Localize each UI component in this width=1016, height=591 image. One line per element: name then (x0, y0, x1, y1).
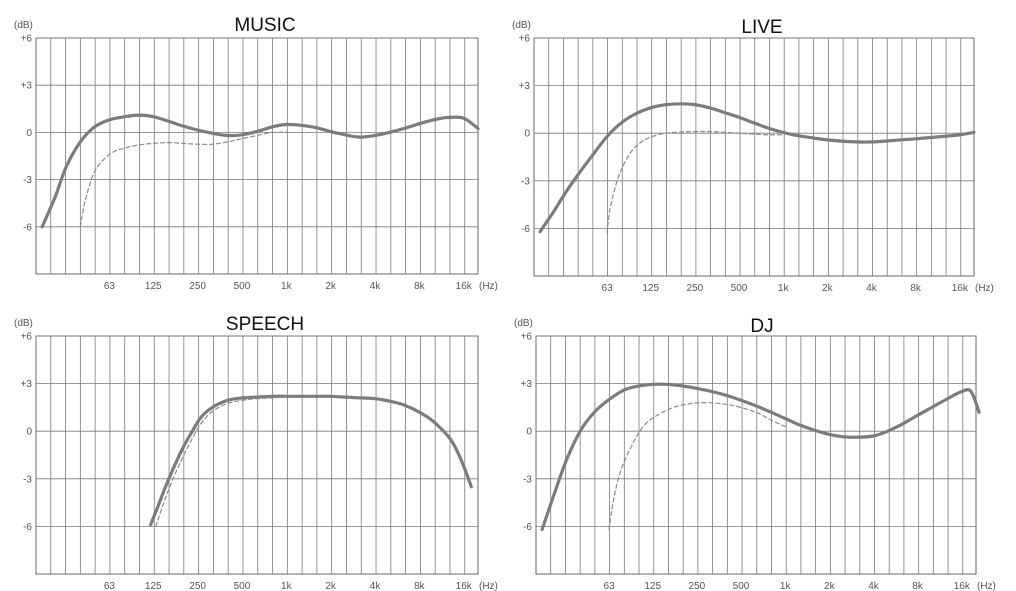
series-line-solid (149, 394, 473, 527)
x-tick-label: 16k (456, 581, 473, 591)
x-tick-label: 2k (824, 581, 836, 591)
x-tick-label: 4k (370, 581, 382, 591)
x-tick-label: 500 (234, 581, 251, 591)
plot-frame (35, 37, 479, 275)
y-tick-label: -6 (523, 522, 532, 533)
y-tick-label: -6 (521, 224, 530, 235)
x-tick-label: 250 (189, 581, 206, 591)
y-tick-label: -6 (23, 522, 32, 533)
y-axis-label: (dB) (14, 318, 33, 329)
y-tick-label: -6 (23, 222, 32, 233)
x-axis-unit: (Hz) (975, 283, 994, 294)
x-axis-unit: (Hz) (977, 581, 996, 591)
x-tick-label: 2k (325, 581, 337, 591)
x-tick-label: 63 (104, 281, 116, 292)
y-tick-label: +3 (519, 81, 531, 92)
y-tick-label: -3 (23, 175, 32, 186)
x-tick-label: 125 (644, 581, 661, 591)
plot-frame (35, 335, 479, 575)
series-line-dashed (79, 131, 287, 228)
x-tick-label: 4k (868, 581, 880, 591)
x-tick-label: 500 (234, 281, 251, 292)
y-tick-label: 0 (524, 129, 530, 140)
chart-live: LIVE (dB) +6 +3 0 -3 -6 63 125 250 500 1k 2k 4k 8k 16k (… (512, 17, 994, 294)
y-tick-label: 0 (26, 128, 32, 139)
x-tick-label: 4k (866, 283, 878, 294)
x-tick-label: 16k (456, 281, 473, 292)
y-tick-label: 0 (526, 427, 532, 438)
x-tick-label: 8k (414, 581, 426, 591)
x-tick-label: 2k (325, 281, 337, 292)
chart-title: DJ (750, 316, 773, 337)
series-line-dashed (608, 402, 786, 531)
chart-music: MUSIC (dB) +6 +3 0 -3 -6 63 125 250 500 1k 2k 4k 8k 16k… (14, 15, 498, 292)
y-tick-label: -3 (23, 474, 32, 485)
x-tick-label: 4k (370, 281, 382, 292)
x-tick-label: 1k (780, 581, 792, 591)
series-line-solid (40, 113, 480, 229)
y-tick-label: +3 (521, 379, 533, 390)
x-axis-unit: (Hz) (479, 281, 498, 292)
x-tick-label: 125 (145, 581, 162, 591)
x-tick-label: 1k (778, 283, 790, 294)
x-tick-label: 63 (604, 581, 616, 591)
y-axis-label: (dB) (14, 20, 33, 31)
chart-dj: DJ (dB) +6 +3 0 -3 -6 63 125 250 500 1k 2k 4k 8k 16k (Hz… (514, 316, 996, 591)
x-tick-label: 125 (145, 281, 162, 292)
y-tick-label: -3 (521, 176, 530, 187)
y-tick-label: +3 (21, 81, 33, 92)
plot-frame (535, 335, 977, 575)
chart-speech: SPEECH (dB) +6 +3 0 -3 -6 63 125 250 500 1k 2k 4k 8k 16… (14, 314, 498, 591)
x-tick-label: 500 (731, 283, 748, 294)
x-tick-label: 8k (414, 281, 426, 292)
y-tick-label: +6 (21, 332, 33, 343)
chart-title: SPEECH (226, 314, 304, 335)
x-tick-label: 1k (281, 281, 293, 292)
plot-frame (533, 37, 975, 277)
x-tick-label: 8k (912, 581, 924, 591)
y-tick-label: +3 (21, 379, 33, 390)
y-axis-label: (dB) (512, 20, 531, 31)
series-line-solid (540, 382, 981, 532)
chart-title: MUSIC (234, 15, 295, 36)
x-tick-label: 16k (952, 283, 969, 294)
chart-title: LIVE (741, 17, 782, 38)
x-tick-label: 125 (642, 283, 659, 294)
y-tick-label: -3 (523, 474, 532, 485)
series-line-solid (538, 102, 976, 234)
y-axis-label: (dB) (514, 318, 533, 329)
series-line-dashed (155, 396, 287, 527)
y-tick-label: 0 (26, 427, 32, 438)
x-tick-label: 500 (733, 581, 750, 591)
y-tick-label: +6 (21, 34, 33, 45)
x-tick-label: 8k (910, 283, 922, 294)
x-tick-label: 250 (189, 281, 206, 292)
x-tick-label: 250 (689, 581, 706, 591)
x-tick-label: 2k (822, 283, 834, 294)
x-axis-unit: (Hz) (479, 581, 498, 591)
x-tick-label: 63 (104, 581, 116, 591)
x-tick-label: 250 (687, 283, 704, 294)
y-tick-label: +6 (521, 332, 533, 343)
series-line-dashed (606, 130, 784, 234)
y-tick-label: +6 (519, 34, 531, 45)
x-tick-label: 63 (602, 283, 614, 294)
x-tick-label: 1k (281, 581, 293, 591)
x-tick-label: 16k (954, 581, 971, 591)
